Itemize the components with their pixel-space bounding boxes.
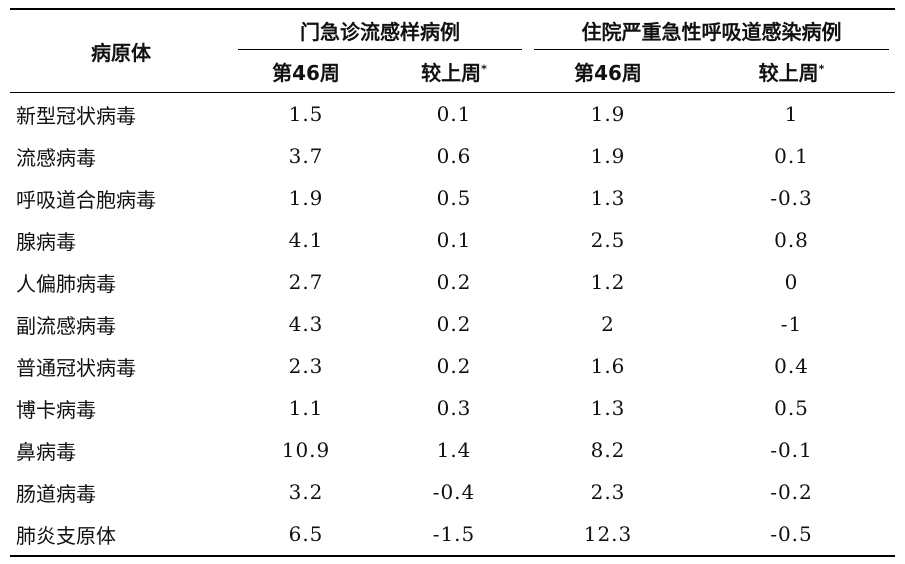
ili-change-value: -0.4 <box>432 480 476 504</box>
sari-change-value: -0.1 <box>770 438 813 462</box>
pathogen-name: 普通冠状病毒 <box>16 355 136 380</box>
ili-week-value: 3.2 <box>288 480 324 504</box>
ili-change-value: 0.6 <box>436 144 472 168</box>
pathogen-positivity-table: 病原体 门急诊流感样病例 住院严重急性呼吸道感染病例 第46周 较上周* 第46… <box>10 8 895 557</box>
sari-change-value: 0.8 <box>774 228 809 252</box>
sari-change-value: 0 <box>784 270 799 294</box>
ili-week-header: 第46周 <box>232 50 380 93</box>
ili-week-value: 1.9 <box>288 186 324 210</box>
sari-week-value: 1.2 <box>590 270 626 294</box>
pathogen-name: 流感病毒 <box>16 145 96 170</box>
sari-week-value: 1.9 <box>590 102 626 126</box>
sari-change-value: 0.1 <box>774 144 809 168</box>
sari-change-value: 0.4 <box>774 354 809 378</box>
ili-week-value: 2.7 <box>288 270 324 294</box>
sari-change-value: -0.3 <box>770 186 813 210</box>
sari-week-value: 1.3 <box>590 396 626 420</box>
sari-change-value: -1 <box>780 312 803 336</box>
ili-change-header: 较上周* <box>380 50 528 93</box>
sari-week-value: 2.5 <box>590 228 626 252</box>
ili-change-value: 0.2 <box>436 270 472 294</box>
ili-change-value: 0.1 <box>436 102 472 126</box>
table-row: 博卡病毒 1.1 0.3 1.3 0.5 <box>10 387 895 429</box>
ili-change-value: 0.2 <box>436 312 472 336</box>
table-row: 流感病毒 3.7 0.6 1.9 0.1 <box>10 135 895 177</box>
data-table-container: 病原体 门急诊流感样病例 住院严重急性呼吸道感染病例 第46周 较上周* 第46… <box>10 8 895 557</box>
ili-change-value: 0.1 <box>436 228 472 252</box>
sari-change-value: 0.5 <box>774 396 809 420</box>
pathogen-name: 呼吸道合胞病毒 <box>16 187 156 212</box>
sari-week-value: 2.3 <box>590 480 626 504</box>
pathogen-name: 博卡病毒 <box>16 397 96 422</box>
table-row: 呼吸道合胞病毒 1.9 0.5 1.3 -0.3 <box>10 177 895 219</box>
outpatient-ili-group-header: 门急诊流感样病例 <box>232 8 528 51</box>
ili-change-value: 0.2 <box>436 354 472 378</box>
hospitalized-sari-group-header: 住院严重急性呼吸道感染病例 <box>528 8 895 51</box>
ili-week-value: 3.7 <box>288 144 324 168</box>
ili-change-value: -1.5 <box>380 513 528 557</box>
sari-week-value: 8.2 <box>590 438 626 462</box>
ili-change-value: 0.5 <box>436 186 472 210</box>
table-row: 鼻病毒 10.9 1.4 8.2 -0.1 <box>10 429 895 471</box>
ili-change-value: 0.3 <box>436 396 472 420</box>
sari-change-header: 较上周* <box>688 50 895 93</box>
table-row: 肺炎支原体 6.5 -1.5 12.3 -0.5 <box>10 513 895 557</box>
pathogen-name: 人偏肺病毒 <box>16 271 116 296</box>
sari-change-value: 1 <box>784 102 799 126</box>
table-body: 新型冠状病毒 1.5 0.1 1.9 1 流感病毒 3.7 0.6 1.9 0.… <box>10 93 895 557</box>
table-header: 病原体 门急诊流感样病例 住院严重急性呼吸道感染病例 第46周 较上周* 第46… <box>10 8 895 93</box>
sari-week-value: 12.3 <box>528 513 688 557</box>
table-row: 人偏肺病毒 2.7 0.2 1.2 0 <box>10 261 895 303</box>
sari-week-header: 第46周 <box>528 50 688 93</box>
ili-week-value: 4.1 <box>288 228 324 252</box>
table-row: 普通冠状病毒 2.3 0.2 1.6 0.4 <box>10 345 895 387</box>
ili-week-value: 1.5 <box>288 102 324 126</box>
ili-week-value: 1.1 <box>288 396 324 420</box>
ili-week-value: 2.3 <box>288 354 324 378</box>
sari-change-value: -0.5 <box>688 513 895 557</box>
ili-week-value: 10.9 <box>281 438 331 462</box>
sari-week-value: 1.3 <box>590 186 626 210</box>
sari-week-value: 1.6 <box>590 354 626 378</box>
sari-week-value: 1.9 <box>590 144 626 168</box>
pathogen-name: 肺炎支原体 <box>10 513 232 557</box>
ili-week-value: 4.3 <box>288 312 324 336</box>
ili-week-value: 6.5 <box>232 513 380 557</box>
ili-change-value: 1.4 <box>436 438 472 462</box>
table-row: 副流感病毒 4.3 0.2 2 -1 <box>10 303 895 345</box>
pathogen-name: 肠道病毒 <box>16 481 96 506</box>
pathogen-column-header: 病原体 <box>10 8 232 93</box>
sari-change-value: -0.2 <box>770 480 813 504</box>
pathogen-name: 副流感病毒 <box>16 313 116 338</box>
table-row: 肠道病毒 3.2 -0.4 2.3 -0.2 <box>10 471 895 513</box>
pathogen-name: 鼻病毒 <box>16 439 76 464</box>
pathogen-name: 腺病毒 <box>16 229 76 254</box>
pathogen-name: 新型冠状病毒 <box>16 103 136 128</box>
table-row: 腺病毒 4.1 0.1 2.5 0.8 <box>10 219 895 261</box>
table-row: 新型冠状病毒 1.5 0.1 1.9 1 <box>10 93 895 136</box>
sari-week-value: 2 <box>601 312 615 336</box>
